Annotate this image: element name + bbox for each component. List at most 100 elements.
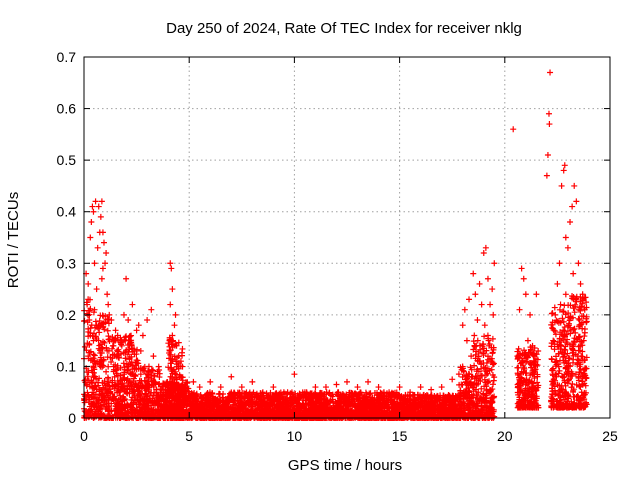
data-point <box>120 375 127 382</box>
data-point <box>86 403 93 410</box>
data-point <box>179 377 186 384</box>
data-point <box>126 356 133 363</box>
data-point <box>81 343 88 350</box>
data-point <box>112 395 119 402</box>
data-point <box>170 366 177 373</box>
data-point <box>111 373 118 380</box>
data-point <box>119 409 126 416</box>
data-point <box>87 348 94 355</box>
chart-title: Day 250 of 2024, Rate Of TEC Index for r… <box>166 20 522 37</box>
data-point <box>165 411 172 418</box>
data-point <box>86 349 93 356</box>
data-point <box>123 377 130 384</box>
data-point <box>136 377 143 384</box>
data-point <box>89 391 96 398</box>
data-point <box>177 387 184 394</box>
data-point <box>132 372 139 379</box>
data-point <box>142 390 149 397</box>
data-point <box>96 375 103 382</box>
data-point <box>95 382 102 389</box>
grid-lines <box>84 57 610 418</box>
data-point <box>129 366 136 373</box>
data-point <box>100 323 107 330</box>
data-point <box>95 397 102 404</box>
data-point <box>162 396 169 403</box>
data-point <box>185 385 192 392</box>
data-point <box>171 370 178 377</box>
data-point <box>171 411 178 418</box>
data-point <box>104 327 111 334</box>
data-point <box>121 364 128 371</box>
data-point <box>90 369 97 376</box>
data-point <box>82 391 89 398</box>
data-point <box>117 339 124 346</box>
data-point <box>97 405 104 412</box>
data-point <box>173 403 180 410</box>
data-point <box>184 380 191 387</box>
data-point <box>86 296 93 303</box>
data-point <box>132 380 139 387</box>
data-point <box>181 386 188 393</box>
data-point <box>145 384 152 391</box>
data-point <box>136 411 143 418</box>
data-point <box>134 346 141 353</box>
data-point <box>97 312 104 319</box>
data-point <box>93 334 100 341</box>
data-point <box>108 408 115 415</box>
data-point <box>124 367 131 374</box>
data-point <box>172 387 179 394</box>
data-point <box>144 405 151 412</box>
data-point <box>179 363 186 370</box>
data-point <box>82 376 89 383</box>
data-point <box>124 408 131 415</box>
data-point <box>99 344 106 351</box>
data-point <box>169 379 176 386</box>
data-point <box>85 399 92 406</box>
data-point <box>104 378 111 385</box>
data-point <box>96 317 103 324</box>
data-point <box>174 390 181 397</box>
data-point <box>170 410 177 417</box>
data-point <box>91 352 98 359</box>
data-point <box>168 398 175 405</box>
data-point <box>98 357 105 364</box>
data-point <box>129 371 136 378</box>
data-point <box>125 361 132 368</box>
data-point <box>130 347 137 354</box>
data-point <box>150 382 157 389</box>
data-point <box>99 379 106 386</box>
data-point <box>140 401 147 408</box>
data-point <box>95 337 102 344</box>
data-point <box>108 359 115 366</box>
data-point <box>100 319 107 326</box>
data-point <box>167 347 174 354</box>
data-point <box>121 369 128 376</box>
data-point <box>165 355 172 362</box>
data-point <box>142 406 149 413</box>
data-point <box>90 355 97 362</box>
data-point <box>96 358 103 365</box>
data-point <box>165 364 172 371</box>
data-point <box>123 333 130 340</box>
data-point <box>97 363 104 370</box>
data-point <box>167 336 174 343</box>
data-point <box>166 343 173 350</box>
data-point <box>100 313 107 320</box>
data-point <box>137 365 144 372</box>
data-point <box>99 338 106 345</box>
data-point <box>81 408 88 415</box>
data-point <box>146 371 153 378</box>
data-point <box>104 347 111 354</box>
data-point <box>126 378 133 385</box>
data-point <box>83 382 90 389</box>
data-point <box>161 413 168 420</box>
data-point <box>84 373 91 380</box>
data-point <box>173 371 180 378</box>
data-point <box>129 394 136 401</box>
data-point <box>148 366 155 373</box>
data-point <box>160 380 167 387</box>
data-point <box>168 360 175 367</box>
data-point <box>109 345 116 352</box>
data-point <box>86 341 93 348</box>
data-point <box>98 392 105 399</box>
